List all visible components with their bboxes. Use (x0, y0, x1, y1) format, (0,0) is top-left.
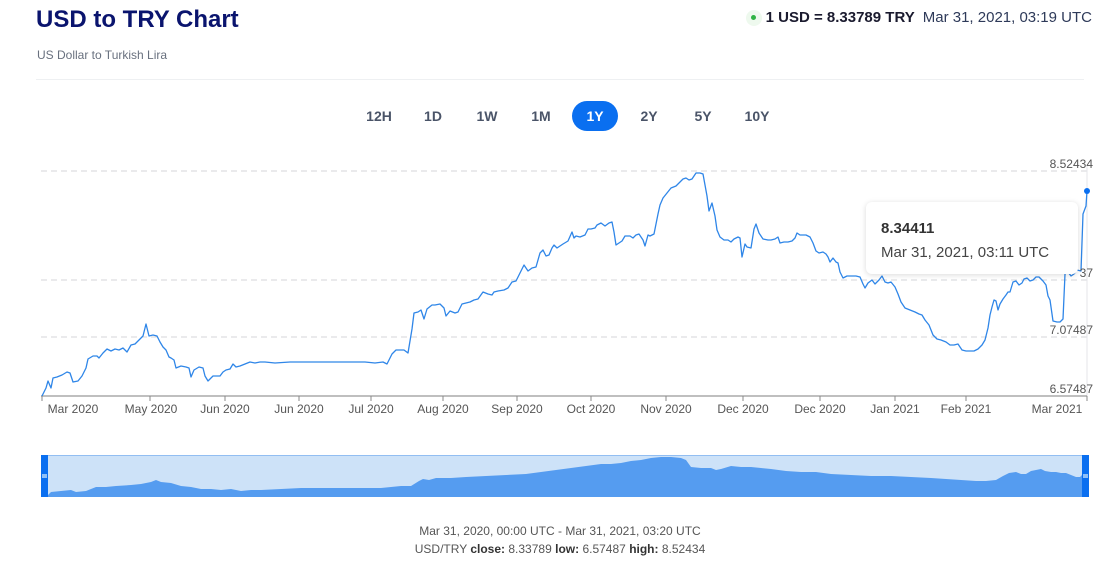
tab-1y[interactable]: 1Y (572, 101, 618, 131)
tab-2y[interactable]: 2Y (640, 108, 658, 124)
y-label-max: 8.52434 (1049, 157, 1093, 171)
x-label: Mar 2021 (1031, 402, 1083, 416)
x-label: Jun 2020 (274, 402, 324, 416)
tab-10y[interactable]: 10Y (744, 108, 770, 124)
grid-lines (41, 170, 1087, 338)
x-label: Jul 2020 (348, 402, 394, 416)
page-subtitle: US Dollar to Turkish Lira (37, 48, 168, 62)
x-label: Nov 2020 (640, 402, 692, 416)
tab-5y[interactable]: 5Y (694, 108, 712, 124)
x-label: Jun 2020 (200, 402, 250, 416)
navigator-area (48, 457, 1089, 497)
y-label-min: 6.57487 (1049, 382, 1093, 396)
page-title: USD to TRY Chart (36, 6, 239, 33)
price-chart[interactable] (0, 150, 1120, 440)
high-value: 8.52434 (661, 542, 706, 556)
chart-summary: Mar 31, 2020, 00:00 UTC - Mar 31, 2021, … (0, 522, 1120, 558)
tooltip-value: 8.34411 (881, 220, 935, 237)
x-label: Aug 2020 (417, 402, 469, 416)
price-line (41, 172, 1088, 397)
x-label: Feb 2021 (940, 402, 992, 416)
ohlc-summary: USD/TRY close: 8.33789 low: 6.57487 high… (414, 542, 706, 556)
chart-tooltip: 8.34411 Mar 31, 2021, 03:11 UTC (866, 202, 1078, 274)
x-label: May 2020 (124, 402, 178, 416)
x-label: Sep 2020 (491, 402, 543, 416)
x-label: Dec 2020 (717, 402, 769, 416)
range-navigator[interactable] (41, 455, 1089, 497)
x-label: Jan 2021 (870, 402, 920, 416)
tab-1w[interactable]: 1W (476, 108, 498, 124)
tab-1d[interactable]: 1D (424, 108, 442, 124)
x-label: Dec 2020 (794, 402, 846, 416)
rate-timestamp: Mar 31, 2021, 03:19 UTC (922, 9, 1092, 26)
last-point-marker (1084, 188, 1090, 194)
x-label: Oct 2020 (566, 402, 616, 416)
rate-value: 1 USD = 8.33789 TRY (765, 9, 915, 26)
y-label-low-grid: 7.07487 (1049, 323, 1093, 337)
header-divider (36, 79, 1084, 80)
tooltip-time: Mar 31, 2021, 03:11 UTC (881, 244, 1050, 261)
y-label-mid: 37 (1079, 266, 1093, 280)
live-status-icon (745, 9, 762, 26)
x-label: Mar 2020 (47, 402, 99, 416)
x-axis-labels: Mar 2020 May 2020 Jun 2020 Jun 2020 Jul … (0, 402, 1120, 418)
tab-1m[interactable]: 1M (531, 108, 551, 124)
close-value: 8.33789 (508, 542, 552, 556)
low-value: 6.57487 (582, 542, 626, 556)
range-tabs: 12H 1D 1W 1M 1Y 2Y 5Y 10Y (352, 101, 784, 131)
date-range: Mar 31, 2020, 00:00 UTC - Mar 31, 2021, … (419, 524, 701, 538)
tab-12h[interactable]: 12H (366, 108, 392, 124)
x-ticks (41, 396, 1088, 401)
current-rate: 1 USD = 8.33789 TRY Mar 31, 2021, 03:19 … (745, 9, 1092, 26)
